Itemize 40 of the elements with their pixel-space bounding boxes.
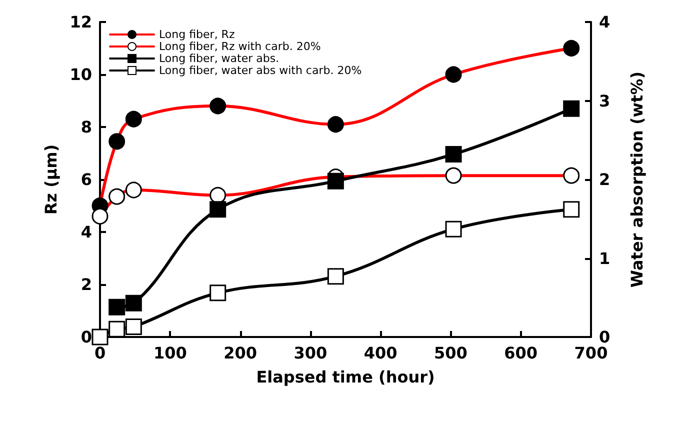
y-tick-label: 0 xyxy=(80,328,92,346)
x-tick-label: 200 xyxy=(224,344,257,362)
point xyxy=(108,298,126,316)
point xyxy=(563,201,580,218)
point xyxy=(327,172,344,190)
legend-label: Long fiber, Rz with carb. 20% xyxy=(159,40,321,53)
legend-label: Long fiber, water abs with carb. 20% xyxy=(159,64,362,77)
y-tick-label: 2 xyxy=(80,275,92,294)
x-tick-label: 400 xyxy=(364,344,398,362)
legend-label: Long fiber, Rz xyxy=(159,28,235,41)
y-tick-label: 6 xyxy=(80,170,92,189)
point xyxy=(445,146,462,163)
y2-tick-label: 1 xyxy=(599,248,610,268)
point xyxy=(210,201,226,218)
y2-tick-label: 3 xyxy=(599,91,610,110)
point xyxy=(92,328,108,346)
point xyxy=(125,318,142,336)
y2-tick-label: 2 xyxy=(599,170,610,189)
y-tick-label: 12 xyxy=(70,12,92,32)
x-tick-label: 700 xyxy=(574,344,608,362)
y-tick-label: 4 xyxy=(80,222,92,242)
point xyxy=(327,268,344,285)
y-tick-label: 8 xyxy=(80,118,92,136)
y2-axis-title: Water absorption (wt%) xyxy=(628,71,646,288)
x-tick-label: 0 xyxy=(94,344,106,362)
x-tick-label: 100 xyxy=(153,344,187,362)
x-tick-label: 600 xyxy=(504,344,538,362)
x-tick-label: 500 xyxy=(434,344,468,362)
point xyxy=(210,284,226,302)
y-tick-label: 10 xyxy=(70,65,92,84)
x-axis-title: Elapsed time (hour) xyxy=(256,368,435,386)
point xyxy=(125,294,142,312)
y2-tick-label: 0 xyxy=(599,328,610,346)
point xyxy=(108,320,126,338)
legend-label: Long fiber, water abs. xyxy=(159,52,280,65)
y-axis-title: Rz (μm) xyxy=(41,144,60,215)
y2-tick-label: 4 xyxy=(599,12,610,32)
point xyxy=(445,220,462,238)
point xyxy=(563,100,580,117)
x-tick-label: 300 xyxy=(294,344,328,362)
